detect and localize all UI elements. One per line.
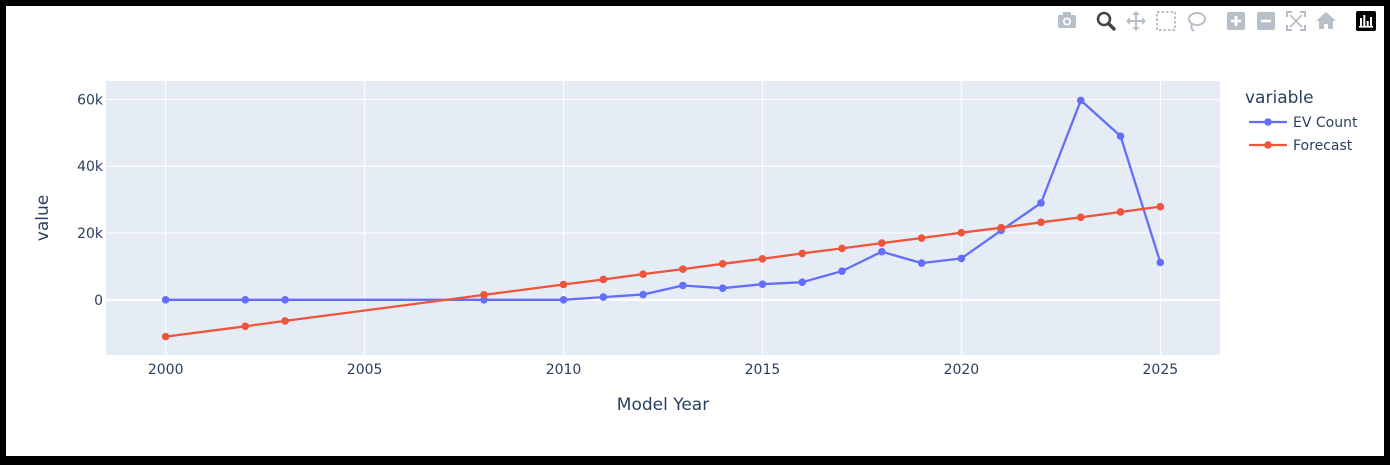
data-point-ev-count[interactable] xyxy=(878,247,886,256)
data-point-forecast[interactable] xyxy=(281,317,289,325)
x-tick-label: 2020 xyxy=(944,362,980,378)
camera-icon[interactable]: Download plot as a png xyxy=(1058,12,1076,28)
data-point-forecast[interactable] xyxy=(957,228,966,237)
data-point-forecast[interactable] xyxy=(1076,213,1085,222)
data-point-forecast[interactable] xyxy=(838,244,846,253)
plot-area[interactable] xyxy=(106,81,1220,355)
x-tick-label: 2005 xyxy=(347,362,383,378)
lasso-select-icon[interactable]: Lasso Select xyxy=(1188,12,1206,32)
y-tick-label: 0 xyxy=(94,293,103,309)
data-point-forecast[interactable] xyxy=(679,265,687,273)
tick-labels: 2000 2005 2010 2015 2020 2025 0 20k 40k 60k xyxy=(77,92,1178,378)
y-tick-label: 20k xyxy=(77,226,104,242)
line-chart: Download plot as a png Zoom Pan Box Select L… xyxy=(33,11,1376,415)
legend-title: variable xyxy=(1245,88,1314,108)
data-point-ev-count[interactable] xyxy=(957,254,966,263)
data-point-ev-count[interactable] xyxy=(1076,96,1085,105)
data-point-ev-count[interactable] xyxy=(639,290,647,299)
data-point-ev-count[interactable] xyxy=(718,284,727,292)
data-point-ev-count[interactable] xyxy=(1156,258,1165,267)
modebar: Download plot as a png Zoom Pan Box Select L… xyxy=(1058,11,1376,32)
chart-frame: Download plot as a png Zoom Pan Box Select L… xyxy=(6,6,1384,456)
data-point-forecast[interactable] xyxy=(559,280,568,289)
data-point-ev-count[interactable] xyxy=(758,280,767,288)
data-point-ev-count[interactable] xyxy=(161,296,170,304)
data-point-ev-count[interactable] xyxy=(917,259,926,267)
data-point-ev-count[interactable] xyxy=(1116,132,1125,140)
data-point-forecast[interactable] xyxy=(241,322,250,331)
data-point-ev-count[interactable] xyxy=(599,293,608,301)
legend-label: EV Count xyxy=(1293,115,1358,131)
data-point-ev-count[interactable] xyxy=(559,295,568,304)
data-point-forecast[interactable] xyxy=(878,239,886,247)
series-line-ev-count[interactable] xyxy=(165,99,1162,301)
legend-swatch-marker xyxy=(1264,118,1272,126)
data-point-ev-count[interactable] xyxy=(798,278,807,286)
autoscale-icon[interactable]: Autoscale xyxy=(1286,11,1306,31)
data-point-ev-count[interactable] xyxy=(679,281,687,290)
data-point-forecast[interactable] xyxy=(161,332,170,341)
y-tick-label: 60k xyxy=(77,92,104,108)
zoom-in-icon[interactable]: Zoom in xyxy=(1227,12,1245,30)
data-point-forecast[interactable] xyxy=(599,275,608,284)
data-point-forecast[interactable] xyxy=(1116,208,1125,216)
data-point-ev-count[interactable] xyxy=(281,296,289,304)
pan-icon[interactable]: Pan xyxy=(1126,11,1146,31)
series-forecast xyxy=(161,202,1165,341)
x-axis-title: Model Year xyxy=(617,395,709,415)
data-point-forecast[interactable] xyxy=(1037,218,1045,227)
legend-item-forecast[interactable]: Forecast xyxy=(1249,138,1353,154)
data-point-forecast[interactable] xyxy=(480,291,488,299)
data-point-forecast[interactable] xyxy=(798,249,807,258)
zoom-icon[interactable]: Zoom xyxy=(1096,11,1116,31)
data-point-ev-count[interactable] xyxy=(838,267,846,275)
data-point-ev-count[interactable] xyxy=(241,296,250,304)
zoom-out-icon[interactable]: Zoom out xyxy=(1257,12,1275,30)
data-point-forecast[interactable] xyxy=(997,223,1005,232)
y-tick-label: 40k xyxy=(77,159,104,175)
legend-swatch-marker xyxy=(1264,141,1272,149)
series-layer xyxy=(161,96,1165,341)
x-tick-label: 2025 xyxy=(1143,362,1179,378)
x-tick-label: 2000 xyxy=(148,362,184,378)
x-tick-label: 2015 xyxy=(745,362,781,378)
data-point-forecast[interactable] xyxy=(718,259,727,268)
data-point-forecast[interactable] xyxy=(639,270,647,278)
legend: variable EV Count Forecast xyxy=(1245,88,1358,154)
reset-axes-icon[interactable]: Reset axes xyxy=(1316,12,1336,29)
data-point-forecast[interactable] xyxy=(758,254,767,263)
data-point-ev-count[interactable] xyxy=(1037,199,1045,207)
legend-item-ev-count[interactable]: EV Count xyxy=(1249,115,1358,131)
x-tick-label: 2010 xyxy=(546,362,582,378)
plotly-logo-icon[interactable]: Produced with Plotly xyxy=(1356,11,1376,31)
data-point-forecast[interactable] xyxy=(917,234,926,242)
series-line-forecast[interactable] xyxy=(165,205,1161,338)
box-select-icon[interactable]: Box Select xyxy=(1156,11,1176,31)
legend-label: Forecast xyxy=(1293,138,1353,154)
y-axis-title: value xyxy=(33,195,53,241)
data-point-forecast[interactable] xyxy=(1156,202,1165,211)
